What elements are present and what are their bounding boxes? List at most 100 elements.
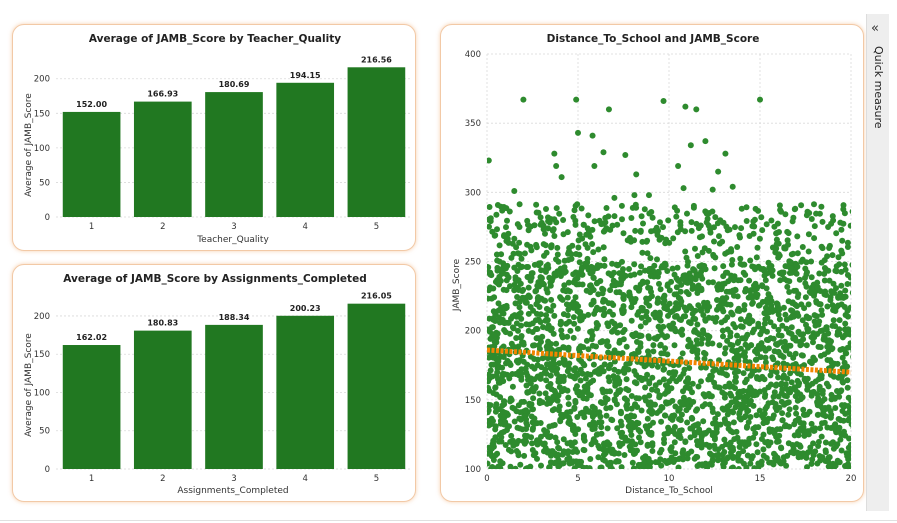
scatter-point [608,416,615,423]
scatter-point [656,316,663,323]
scatter-point [836,416,843,423]
scatter-point [580,360,587,367]
scatter-point [792,404,799,411]
scatter-point [619,258,625,265]
scatter-point [702,317,709,324]
scatter-point [810,354,817,361]
scatter-point [588,284,595,291]
scatter-point [561,344,568,351]
scatter-point [826,242,833,249]
scatter-point [600,220,607,227]
scatter-point [508,254,515,261]
scatter-point [685,450,692,457]
scatter-point [795,312,802,319]
scatter-point [838,282,845,289]
scatter-point [840,220,847,227]
scatter-point [632,422,639,429]
scatter-point [760,446,767,453]
scatter-point [542,366,549,373]
scatter-point [826,277,833,284]
scatter-point [700,330,707,337]
scatter-point [567,327,574,334]
scatter-point [571,367,577,374]
scatter-point [807,444,814,451]
scatter-point [805,382,812,389]
data-label: 188.34 [219,313,250,322]
scatter-point [682,439,689,445]
scatter-point [524,217,531,224]
scatter-point [838,247,845,254]
scatter-point [521,398,527,405]
scatter-point [729,257,736,263]
scatter-point [813,299,820,306]
quick-measure-label[interactable]: Quick measure [872,46,885,129]
scatter-point [571,207,578,214]
scatter-point [720,273,727,280]
scatter-point [800,336,807,343]
y-axis-label: JAMB_Score [452,258,462,312]
scatter-point [749,329,756,336]
scatter-point [853,285,859,291]
scatter-point [742,288,749,295]
scatter-point [728,261,735,268]
scatter-point [493,339,500,346]
scatter-point [639,238,646,245]
scatter-point [823,380,830,387]
scatter-point [505,446,512,453]
scatter-point [671,271,678,278]
scatter-point [850,282,851,288]
scatter-point [605,365,612,372]
scatter-point [585,266,592,273]
scatter-point [721,391,728,398]
scatter-point [777,207,784,213]
scatter-point [678,298,685,305]
scatter-point [512,371,519,377]
scatter-point [757,96,763,103]
scatter-point [842,320,849,327]
scatter-point [686,365,693,371]
scatter-point [571,320,578,327]
scatter-point [775,332,782,339]
scatter-point [631,351,637,357]
scatter-point [597,278,604,284]
scatter-point [679,401,686,408]
bar [133,330,192,469]
x-tick-label: 2 [160,474,165,484]
scatter-point [514,284,521,291]
scatter-point [840,379,846,386]
scatter-point [819,454,826,461]
scatter-point [649,440,656,447]
scatter-point [819,218,826,225]
scatter-point [576,259,583,266]
scatter-point [664,386,671,393]
scatter-point [564,333,571,340]
scatter-point [530,388,537,395]
scatter-point [558,411,565,418]
scatter-point [703,210,710,217]
scatter-point [666,287,673,294]
scatter-point [746,312,753,319]
scatter-point [853,367,859,373]
scatter-point [707,229,714,236]
scatter-point [576,251,583,258]
scatter-point [734,244,741,250]
scatter-point [754,244,761,251]
chevron-double-left-icon[interactable]: « [871,21,879,36]
scatter-point [840,202,847,209]
y-tick-label: 100 [465,465,481,475]
scatter-point [763,419,770,426]
quick-measure-panel[interactable]: « Quick measure [866,14,889,511]
scatter-point [590,249,597,256]
scatter-point [775,252,782,259]
scatter-point [684,262,691,269]
scatter-point [714,411,721,418]
scatter-point [753,441,760,448]
scatter-point [849,262,851,268]
scatter-point [666,300,673,307]
scatter-point [660,376,667,383]
scatter-point [799,256,806,263]
x-tick-label: 4 [302,222,307,232]
scatter-point [762,304,769,311]
scatter-point [652,459,659,466]
scatter-point [773,230,780,237]
